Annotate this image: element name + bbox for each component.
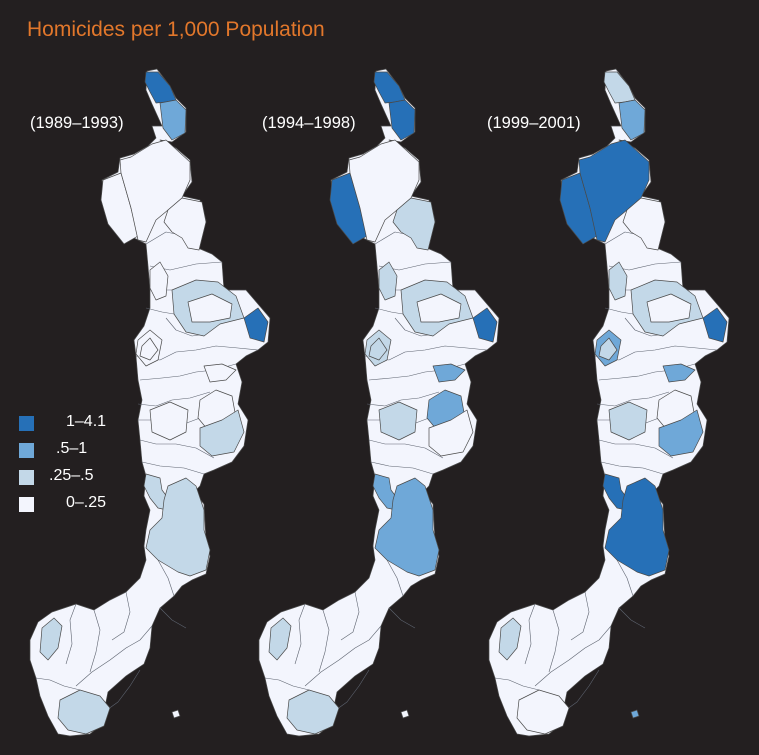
region-east-strip <box>149 261 169 301</box>
region-northeast-inland <box>622 197 666 251</box>
region-north-plain <box>348 139 420 243</box>
district-border <box>294 603 306 665</box>
region-north-small <box>618 99 646 141</box>
district-border <box>65 603 77 665</box>
district-border <box>103 669 141 713</box>
district-border <box>157 559 175 597</box>
district-border <box>548 609 560 673</box>
region-mid-river <box>432 363 466 383</box>
region-center-inner <box>416 293 462 323</box>
map-panel-3 <box>488 68 730 737</box>
district-border <box>596 391 670 407</box>
district-border <box>368 439 444 459</box>
region-mid-east-lower <box>199 409 245 457</box>
district-border <box>159 607 187 629</box>
legend-label: .25–.5 <box>49 467 94 484</box>
region-north-small <box>159 99 187 141</box>
legend-swatch <box>19 497 34 512</box>
legend-swatch <box>19 416 34 431</box>
region-mid-river <box>203 363 237 383</box>
region-lower-northwest <box>598 337 618 361</box>
district-border <box>145 307 175 315</box>
region-east-coast-upper <box>472 307 498 343</box>
district-border <box>111 591 131 641</box>
region-mid-south-coast <box>378 401 418 441</box>
district-border <box>386 559 404 597</box>
district-border <box>374 307 404 315</box>
region-lower-northwest <box>368 337 388 361</box>
region-south-west-islands <box>498 617 522 661</box>
district-border <box>318 609 330 673</box>
district-border <box>534 625 612 687</box>
region-south-west-islands <box>39 617 63 661</box>
district-border <box>600 461 664 475</box>
district-border <box>304 625 382 687</box>
district-border <box>494 677 540 691</box>
region-east-coast-upper <box>702 307 728 343</box>
district-border <box>370 461 434 475</box>
legend-label: 1–4.1 <box>66 413 107 430</box>
region-mid-east-lower <box>428 409 474 457</box>
region-southern-peninsula <box>57 689 111 735</box>
region-east-strip <box>608 261 628 301</box>
region-southern-peninsula <box>286 689 340 735</box>
district-border <box>264 677 310 691</box>
region-south-east-large <box>604 477 670 577</box>
region-north-small <box>388 99 416 141</box>
district-border <box>340 591 360 641</box>
period-label-1: (1989–1993) <box>30 114 124 132</box>
region-south-east-large <box>145 477 211 577</box>
region-center-inner <box>187 293 233 323</box>
district-border <box>35 677 81 691</box>
district-border <box>141 461 205 475</box>
region-mid-river <box>662 363 696 383</box>
region-south-islet <box>630 709 640 719</box>
region-north-plain <box>119 139 191 243</box>
district-border <box>618 607 646 629</box>
district-border <box>366 391 440 407</box>
legend-label: 0–.25 <box>66 494 107 511</box>
district-border <box>524 603 536 665</box>
region-south-islet <box>400 709 410 719</box>
region-mid-south-coast <box>149 401 189 441</box>
district-border <box>135 345 259 361</box>
district-border <box>139 439 215 459</box>
legend-swatch <box>19 470 34 485</box>
region-south-east-large <box>374 477 440 577</box>
region-south-west-islands <box>268 617 292 661</box>
district-border <box>388 607 416 629</box>
region-lower-northwest <box>139 337 159 361</box>
region-center-inner <box>646 293 692 323</box>
period-label-3: (1999–2001) <box>487 114 581 132</box>
region-mid-east-lower <box>658 409 704 457</box>
district-border <box>616 559 634 597</box>
district-border <box>594 345 718 361</box>
region-north-plain <box>578 139 650 243</box>
district-border <box>332 669 370 713</box>
region-east-coast-upper <box>243 307 269 343</box>
district-border <box>364 345 488 361</box>
period-label-2: (1994–1998) <box>262 114 356 132</box>
district-border <box>75 625 153 687</box>
district-border <box>570 591 590 641</box>
map-title: Homicides per 1,000 Population <box>27 18 325 41</box>
map-panel-2 <box>258 68 500 737</box>
region-south-islet <box>171 709 181 719</box>
district-border <box>598 439 674 459</box>
region-southern-peninsula <box>516 689 570 735</box>
district-border <box>562 669 600 713</box>
region-northeast-inland <box>392 197 436 251</box>
region-mid-south-coast <box>608 401 648 441</box>
region-east-strip <box>378 261 398 301</box>
district-border <box>89 609 101 673</box>
district-border <box>604 307 634 315</box>
legend-swatch <box>19 443 34 458</box>
legend-label: .5–1 <box>56 440 88 457</box>
region-northeast-inland <box>163 197 207 251</box>
map-panel-1 <box>29 68 271 737</box>
district-border <box>137 391 211 407</box>
